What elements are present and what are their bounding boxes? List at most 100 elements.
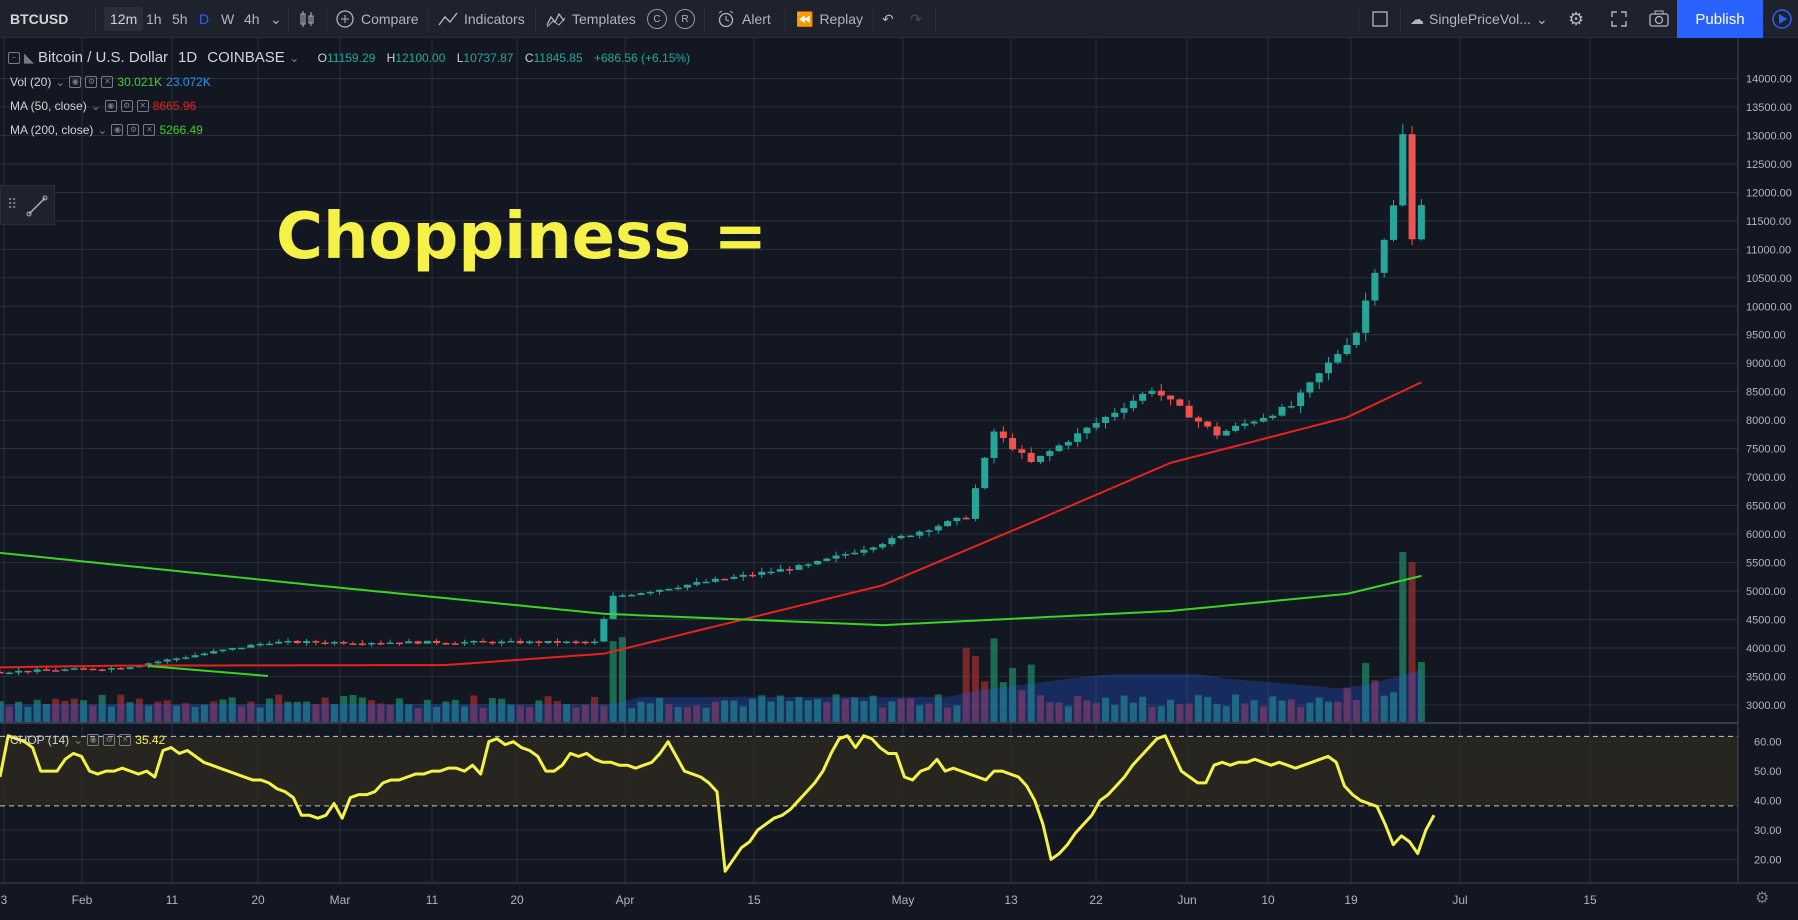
- chevron-down-icon[interactable]: ⌄: [288, 49, 300, 65]
- candle-body: [1324, 362, 1332, 374]
- candles: [0, 123, 1425, 676]
- interval-1h-button[interactable]: 1h: [146, 11, 162, 27]
- undo-button[interactable]: ↶: [882, 0, 894, 38]
- interval-d-button[interactable]: D: [199, 11, 210, 27]
- candle-body: [24, 670, 32, 673]
- chevron-down-icon[interactable]: ⌄: [73, 733, 84, 747]
- replay-button[interactable]: ⏪ Replay: [796, 0, 863, 38]
- candle-body: [990, 431, 998, 458]
- chevron-down-icon: ⌄: [270, 10, 282, 27]
- play-button[interactable]: [1765, 0, 1798, 38]
- gear-icon[interactable]: ⚙: [85, 76, 98, 88]
- candle-body: [944, 521, 952, 527]
- candle-body: [219, 649, 227, 652]
- price-tick-label: 10500.00: [1746, 273, 1792, 285]
- chart-type-button[interactable]: [298, 0, 316, 38]
- eye-icon[interactable]: ◉: [69, 76, 82, 88]
- c-button[interactable]: C: [647, 0, 667, 38]
- time-tick-label: 15: [747, 893, 761, 907]
- close-icon[interactable]: ✕: [136, 100, 149, 112]
- candle-body: [795, 565, 803, 570]
- candle-body: [442, 643, 450, 645]
- ma50-label[interactable]: MA (50, close): [10, 99, 87, 113]
- trend-line-icon[interactable]: [25, 194, 49, 218]
- settings-button[interactable]: ⚙: [1568, 0, 1584, 38]
- candle-body: [256, 643, 264, 646]
- volume-bar: [860, 700, 868, 722]
- toolbar-divider: [95, 6, 96, 32]
- time-axis: [0, 883, 1798, 920]
- interval-dropdown-button[interactable]: ⌄: [270, 0, 282, 38]
- chop-label[interactable]: CHOP (14): [10, 733, 70, 747]
- drag-handle-icon[interactable]: ⠿: [7, 196, 18, 212]
- snapshot-button[interactable]: [1648, 0, 1670, 38]
- fullscreen-button[interactable]: [1609, 0, 1629, 38]
- close-icon[interactable]: ✕: [119, 734, 132, 746]
- candle-body: [507, 640, 515, 643]
- toolbar-divider: [326, 6, 327, 32]
- candle-body: [488, 641, 496, 644]
- candle-body: [265, 643, 273, 646]
- eye-icon[interactable]: ◉: [87, 734, 100, 746]
- chevron-down-icon[interactable]: ⌄: [55, 75, 66, 89]
- eye-icon[interactable]: ◉: [104, 100, 117, 112]
- ma200-value: 5266.49: [159, 123, 203, 137]
- chart-settings-button[interactable]: ⚙: [1755, 888, 1777, 910]
- close-icon[interactable]: ✕: [143, 124, 156, 136]
- redo-button[interactable]: ↷: [910, 0, 922, 38]
- ma200-label[interactable]: MA (200, close): [10, 123, 94, 137]
- interval-12m-button[interactable]: 12m: [104, 0, 144, 38]
- volume-bar: [646, 703, 654, 722]
- volume-bar: [526, 706, 534, 722]
- candle-body: [860, 549, 868, 553]
- candle-body: [767, 571, 775, 574]
- volume-bar: [1120, 695, 1128, 722]
- compare-button[interactable]: Compare: [335, 0, 419, 38]
- candle-body: [1306, 382, 1314, 393]
- alert-button[interactable]: Alert: [716, 0, 771, 38]
- candle-body: [358, 643, 366, 645]
- symbol-search-button[interactable]: BTCUSD: [10, 11, 69, 27]
- gear-icon: ⚙: [1568, 8, 1585, 29]
- candle-body: [665, 588, 673, 591]
- price-tick-label: 8000.00: [1746, 415, 1786, 427]
- volume-bar: [15, 701, 23, 722]
- candle-body: [349, 643, 357, 645]
- volume-bar: [916, 705, 924, 722]
- volume-label[interactable]: Vol (20): [10, 75, 52, 89]
- candle-body: [851, 552, 859, 555]
- volume-bar: [1222, 706, 1230, 722]
- gear-icon[interactable]: ⚙: [127, 124, 140, 136]
- price-chart[interactable]: 14000.00 13500.00 13000.00 12500.00 12000.00…: [0, 38, 1798, 920]
- publish-button[interactable]: Publish: [1677, 0, 1763, 38]
- r-button[interactable]: R: [675, 0, 695, 38]
- interval-w-button[interactable]: W: [221, 11, 235, 27]
- interval-5h-button[interactable]: 5h: [172, 11, 188, 27]
- gear-icon[interactable]: ⚙: [103, 734, 116, 746]
- chevron-down-icon[interactable]: ⌄: [90, 99, 101, 113]
- chevron-down-icon[interactable]: ⌄: [97, 123, 108, 137]
- candle-body: [1399, 134, 1407, 206]
- candle-body: [581, 641, 589, 644]
- price-tick-label: 10000.00: [1746, 301, 1792, 313]
- volume-bar: [721, 700, 729, 722]
- series-exchange[interactable]: COINBASE: [207, 49, 285, 66]
- volume-bar: [1380, 695, 1388, 722]
- layout-select[interactable]: ☁ SinglePriceVol... ⌄: [1410, 0, 1548, 38]
- chop-line: [0, 734, 1436, 873]
- collapse-icon[interactable]: −: [8, 51, 20, 64]
- candle-body: [618, 595, 626, 597]
- interval-4h-button[interactable]: 4h: [244, 11, 260, 27]
- volume-bar: [1074, 696, 1082, 722]
- eye-icon[interactable]: ◉: [111, 124, 124, 136]
- indicators-button[interactable]: Indicators: [437, 0, 525, 38]
- candle-body: [544, 641, 552, 643]
- candle-body: [1371, 272, 1379, 301]
- toolbar-divider: [935, 6, 936, 32]
- volume-bar: [1334, 701, 1342, 722]
- templates-button[interactable]: Templates: [545, 0, 636, 38]
- gear-icon[interactable]: ⚙: [120, 100, 133, 112]
- fullscreen-toggle-button[interactable]: [1370, 0, 1390, 38]
- drawing-toolbar[interactable]: ⠿: [0, 185, 55, 225]
- close-icon[interactable]: ✕: [101, 76, 114, 88]
